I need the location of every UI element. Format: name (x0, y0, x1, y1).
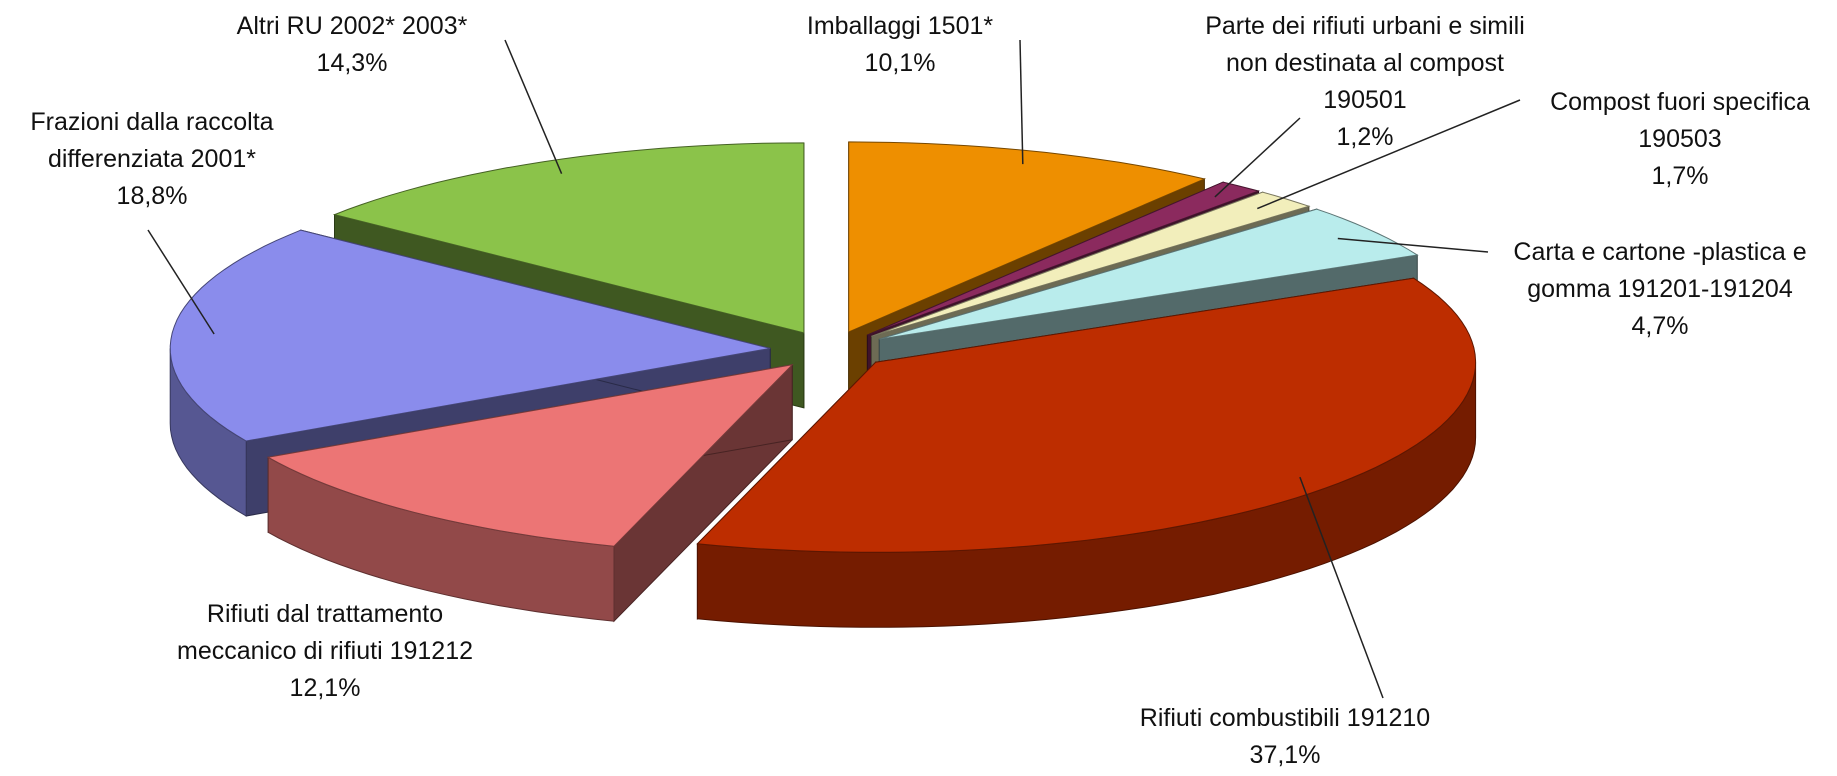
value-label: 1,7% (1651, 162, 1709, 190)
data-label: Carta e cartone -plastica e gomma 191201… (1480, 234, 1837, 345)
slice-top (332, 142, 805, 334)
leader-line (1299, 476, 1384, 699)
category-label: Parte dei rifiuti urbani e simili non de… (1205, 12, 1525, 114)
data-label: Rifiuti combustibili 191210 37,1% (1085, 700, 1485, 774)
slice-top (867, 181, 1261, 336)
category-label: Altri RU 2002* 2003* (236, 12, 468, 40)
slice (266, 363, 794, 623)
value-label: 4,7% (1631, 312, 1689, 340)
category-label: Rifiuti dal trattamento meccanico di rif… (177, 600, 473, 665)
data-label: Compost fuori specifica 190503 1,7% (1520, 84, 1837, 195)
slice (696, 277, 1477, 628)
category-label: Rifiuti combustibili 191210 (1139, 704, 1431, 732)
slice-top (266, 364, 794, 547)
value-label: 1,2% (1336, 123, 1394, 151)
value-label: 37,1% (1249, 741, 1321, 769)
leader-line (1019, 39, 1024, 165)
slice-top (696, 277, 1477, 553)
data-label: Frazioni dalla raccolta differenziata 20… (0, 104, 312, 215)
category-label: Imballaggi 1501* (806, 12, 994, 40)
slice-top (871, 191, 1311, 337)
value-label: 12,1% (289, 674, 361, 702)
data-label: Imballaggi 1501* 10,1% (750, 8, 1050, 82)
slice-top (879, 208, 1419, 340)
value-label: 18,8% (116, 182, 188, 210)
leader-line (1257, 99, 1521, 210)
data-label: Parte dei rifiuti urbani e simili non de… (1195, 8, 1535, 156)
slice-top (848, 141, 1207, 333)
value-label: 10,1% (864, 49, 936, 77)
category-label: Compost fuori specifica 190503 (1550, 88, 1810, 153)
category-label: Frazioni dalla raccolta differenziata 20… (30, 108, 274, 173)
slice-top (169, 229, 771, 442)
leader-line (1337, 237, 1489, 253)
leader-line (504, 39, 563, 174)
category-label: Carta e cartone -plastica e gomma 191201… (1513, 238, 1807, 303)
data-label: Rifiuti dal trattamento meccanico di rif… (165, 596, 485, 707)
value-label: 14,3% (316, 49, 388, 77)
leader-line (147, 229, 215, 335)
data-label: Altri RU 2002* 2003* 14,3% (192, 8, 512, 82)
leader-line (1214, 117, 1301, 198)
